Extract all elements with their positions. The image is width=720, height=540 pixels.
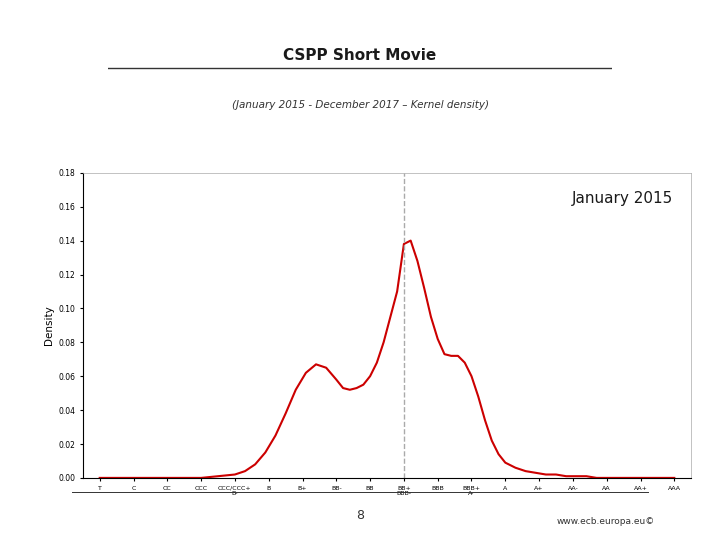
- Text: 8: 8: [356, 509, 364, 522]
- Text: CSPP Short Movie: CSPP Short Movie: [284, 48, 436, 63]
- Text: January 2015: January 2015: [572, 191, 673, 206]
- Text: (January 2015 - December 2017 – Kernel density): (January 2015 - December 2017 – Kernel d…: [232, 100, 488, 110]
- Y-axis label: Density: Density: [44, 306, 54, 345]
- Text: www.ecb.europa.eu©: www.ecb.europa.eu©: [557, 517, 655, 525]
- Text: Evolution of the first-best rating distribution: Evolution of the first-best rating distr…: [9, 11, 501, 30]
